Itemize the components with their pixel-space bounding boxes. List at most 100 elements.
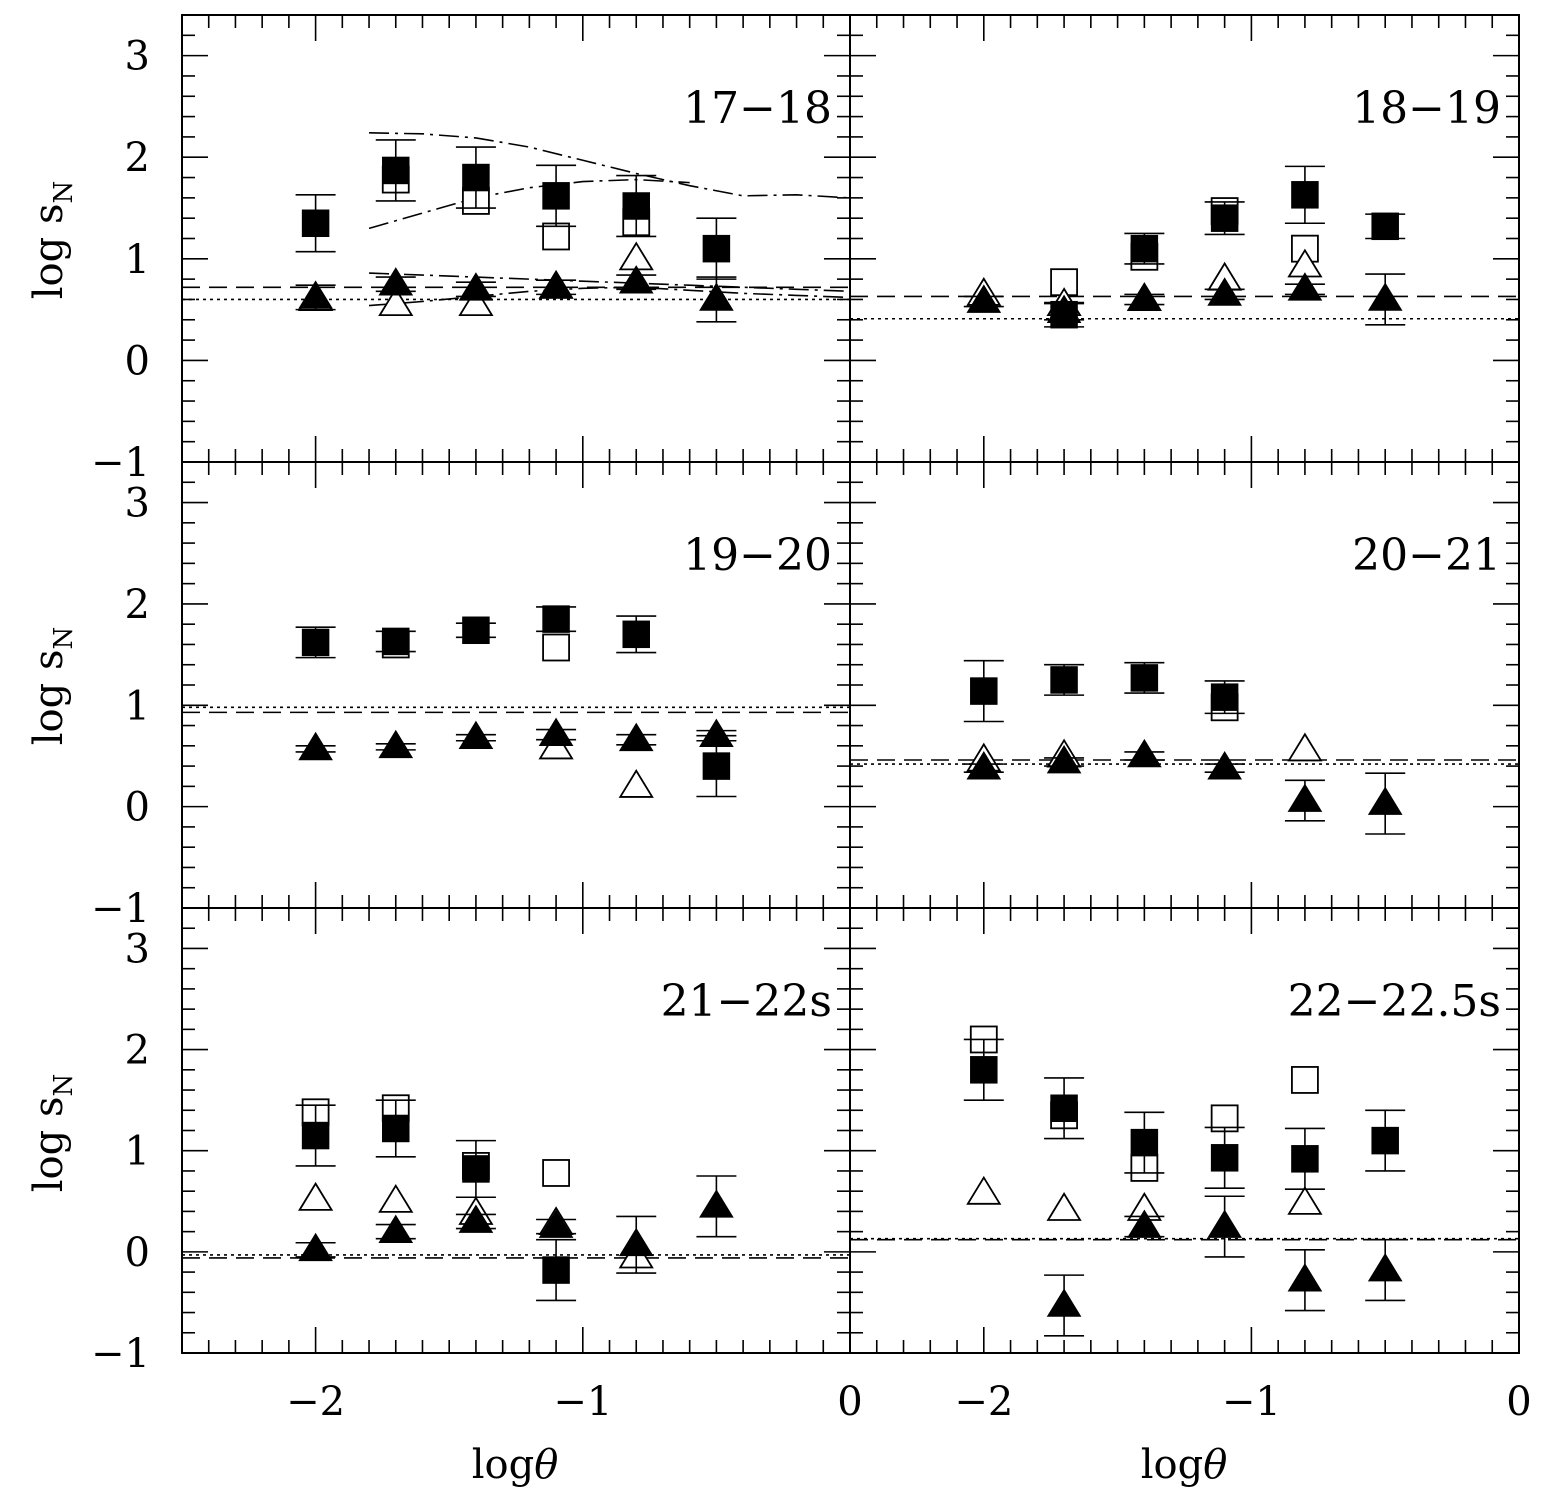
filled-triangle-point — [538, 270, 574, 299]
y-tick-label: −1 — [91, 1331, 150, 1377]
filled-triangle-point — [378, 729, 414, 759]
filled-triangle-point — [1046, 294, 1082, 323]
filled-triangle-point — [378, 267, 414, 296]
panel-label: 18−19 — [1352, 83, 1501, 134]
filled-triangle-point — [1127, 1209, 1162, 1238]
filled-square-point — [542, 1256, 570, 1284]
filled-triangle-point — [1367, 1253, 1403, 1282]
filled-square-point — [1130, 664, 1159, 692]
filled-triangle-point — [1207, 1209, 1242, 1238]
svg-text:log sN: log sN — [26, 1074, 79, 1192]
y-tick-label: 3 — [125, 926, 150, 972]
filled-square-point — [970, 677, 998, 705]
filled-square-point — [1291, 181, 1319, 209]
filled-square-point — [970, 1056, 998, 1084]
filled-square-point — [702, 234, 731, 263]
filled-square-point — [1050, 666, 1078, 694]
y-tick-label: 2 — [125, 1028, 150, 1074]
panel-label: 22−22.5s — [1288, 976, 1501, 1027]
open-triangle-point — [618, 769, 654, 798]
plot-area — [850, 1025, 1519, 1337]
panel-2: 18−19 — [849, 14, 1520, 463]
filled-square-point — [301, 628, 330, 657]
panel-grid: −1 0 1 2 3 17−18 18−19 −1 0 1 2 3 19−20 20−21 −1 0 1 2 3 −2… — [91, 14, 1532, 1425]
filled-triangle-point — [458, 1204, 494, 1233]
open-triangle-point — [1287, 1185, 1323, 1215]
filled-triangle-point — [298, 1232, 333, 1262]
filled-square-point — [382, 156, 410, 185]
filled-triangle-point — [538, 1209, 574, 1238]
filled-square-point — [1371, 212, 1399, 241]
filled-triangle-point — [1046, 1288, 1082, 1317]
filled-triangle-point — [1367, 282, 1403, 311]
open-triangle-point — [1046, 1192, 1082, 1221]
open-square-point — [542, 633, 570, 662]
y-axis-title-row-1: log sN — [26, 181, 79, 299]
filled-square-point — [1130, 1128, 1159, 1157]
filled-triangle-point — [618, 722, 654, 752]
plot-area — [182, 132, 850, 323]
panel-frame — [849, 461, 1520, 909]
y-tick-label: 1 — [125, 683, 150, 729]
svg-text:log sN: log sN — [26, 181, 79, 299]
y-tick-label: 0 — [125, 785, 150, 831]
x-axis-title-right: logθ — [1141, 1442, 1228, 1488]
filled-square-point — [542, 182, 570, 210]
panel-label: 21−22s — [661, 976, 832, 1027]
filled-triangle-point — [458, 272, 494, 301]
filled-square-point — [1210, 204, 1239, 232]
filled-triangle-point — [1046, 744, 1082, 774]
filled-triangle-point — [1207, 751, 1242, 780]
panel-frame — [181, 461, 851, 909]
filled-triangle-point — [966, 751, 1002, 780]
panel-3: −1 0 1 2 3 19−20 — [91, 461, 851, 932]
y-tick-label: 0 — [125, 1230, 150, 1276]
filled-triangle-point — [1127, 738, 1162, 768]
panel-4: 20−21 — [849, 461, 1520, 909]
filled-square-point — [301, 1121, 330, 1150]
filled-triangle-point — [699, 718, 734, 748]
plot-area — [850, 165, 1519, 329]
filled-triangle-point — [1287, 783, 1323, 812]
y-tick-label: 0 — [125, 338, 150, 384]
x-axis-title-left: logθ — [472, 1442, 559, 1488]
panel-5: −1 0 1 2 3 −2 −1 0 21−22s — [91, 907, 863, 1425]
x-tick-label: −1 — [553, 1379, 612, 1425]
filled-triangle-point — [1287, 1263, 1323, 1292]
filled-square-point — [1210, 683, 1239, 711]
filled-square-point — [462, 1155, 490, 1183]
y-tick-label: 2 — [125, 582, 150, 628]
y-tick-label: −1 — [91, 886, 150, 932]
filled-square-point — [1210, 1144, 1239, 1172]
plot-area — [850, 659, 1519, 835]
filled-square-point — [1050, 1094, 1078, 1122]
filled-square-point — [1291, 1145, 1319, 1173]
plot-area — [182, 605, 850, 798]
panel-frame — [849, 907, 1520, 1354]
panel-frame — [181, 907, 851, 1354]
filled-triangle-point — [699, 1189, 734, 1218]
filled-square-point — [382, 627, 410, 656]
filled-square-point — [622, 192, 650, 220]
filled-triangle-point — [1367, 786, 1403, 815]
filled-square-point — [301, 209, 330, 238]
open-square-point — [1291, 1066, 1319, 1094]
y-tick-label: 3 — [125, 34, 150, 80]
y-axis-title-row-2: log sN — [26, 627, 79, 745]
plot-area — [182, 1094, 850, 1302]
panel-label: 19−20 — [683, 530, 832, 581]
filled-square-point — [702, 752, 731, 780]
open-square-point — [542, 222, 570, 251]
filled-triangle-point — [1127, 282, 1162, 311]
filled-triangle-point — [618, 265, 654, 294]
panel-label: 20−21 — [1352, 530, 1501, 581]
panel-1: −1 0 1 2 3 17−18 — [91, 14, 851, 486]
filled-square-point — [1130, 234, 1159, 263]
filled-triangle-point — [458, 720, 494, 750]
dashdot-model-curve — [369, 132, 850, 199]
x-tick-label: 0 — [1506, 1379, 1531, 1425]
open-triangle-point — [1287, 732, 1323, 762]
open-square-point — [542, 1159, 570, 1187]
dashdot-model-curve — [369, 272, 850, 293]
x-tick-label: −2 — [286, 1379, 345, 1425]
